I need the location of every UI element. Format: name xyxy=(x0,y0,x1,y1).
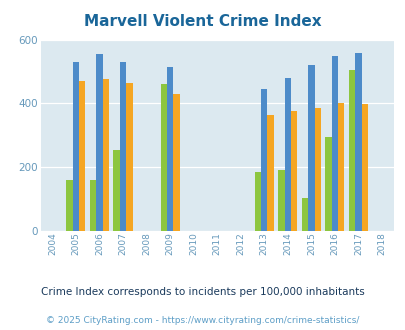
Bar xyxy=(361,104,367,231)
Bar xyxy=(278,170,284,231)
Bar xyxy=(284,78,290,231)
Bar xyxy=(96,54,102,231)
Bar xyxy=(90,180,96,231)
Bar xyxy=(166,67,173,231)
Bar xyxy=(354,53,361,231)
Bar xyxy=(173,94,179,231)
Bar xyxy=(290,112,296,231)
Bar xyxy=(314,108,320,231)
Text: Crime Index corresponds to incidents per 100,000 inhabitants: Crime Index corresponds to incidents per… xyxy=(41,287,364,297)
Bar xyxy=(113,150,119,231)
Bar xyxy=(331,55,337,231)
Bar xyxy=(337,103,343,231)
Bar xyxy=(254,172,260,231)
Text: © 2025 CityRating.com - https://www.cityrating.com/crime-statistics/: © 2025 CityRating.com - https://www.city… xyxy=(46,315,359,325)
Bar xyxy=(267,115,273,231)
Text: Marvell Violent Crime Index: Marvell Violent Crime Index xyxy=(84,14,321,29)
Bar xyxy=(325,137,331,231)
Bar xyxy=(160,84,166,231)
Bar xyxy=(72,62,79,231)
Bar xyxy=(307,65,314,231)
Bar xyxy=(126,82,132,231)
Bar xyxy=(260,89,267,231)
Bar xyxy=(102,80,109,231)
Bar xyxy=(119,62,126,231)
Bar xyxy=(79,81,85,231)
Bar xyxy=(301,197,307,231)
Bar xyxy=(66,180,72,231)
Bar xyxy=(348,70,354,231)
